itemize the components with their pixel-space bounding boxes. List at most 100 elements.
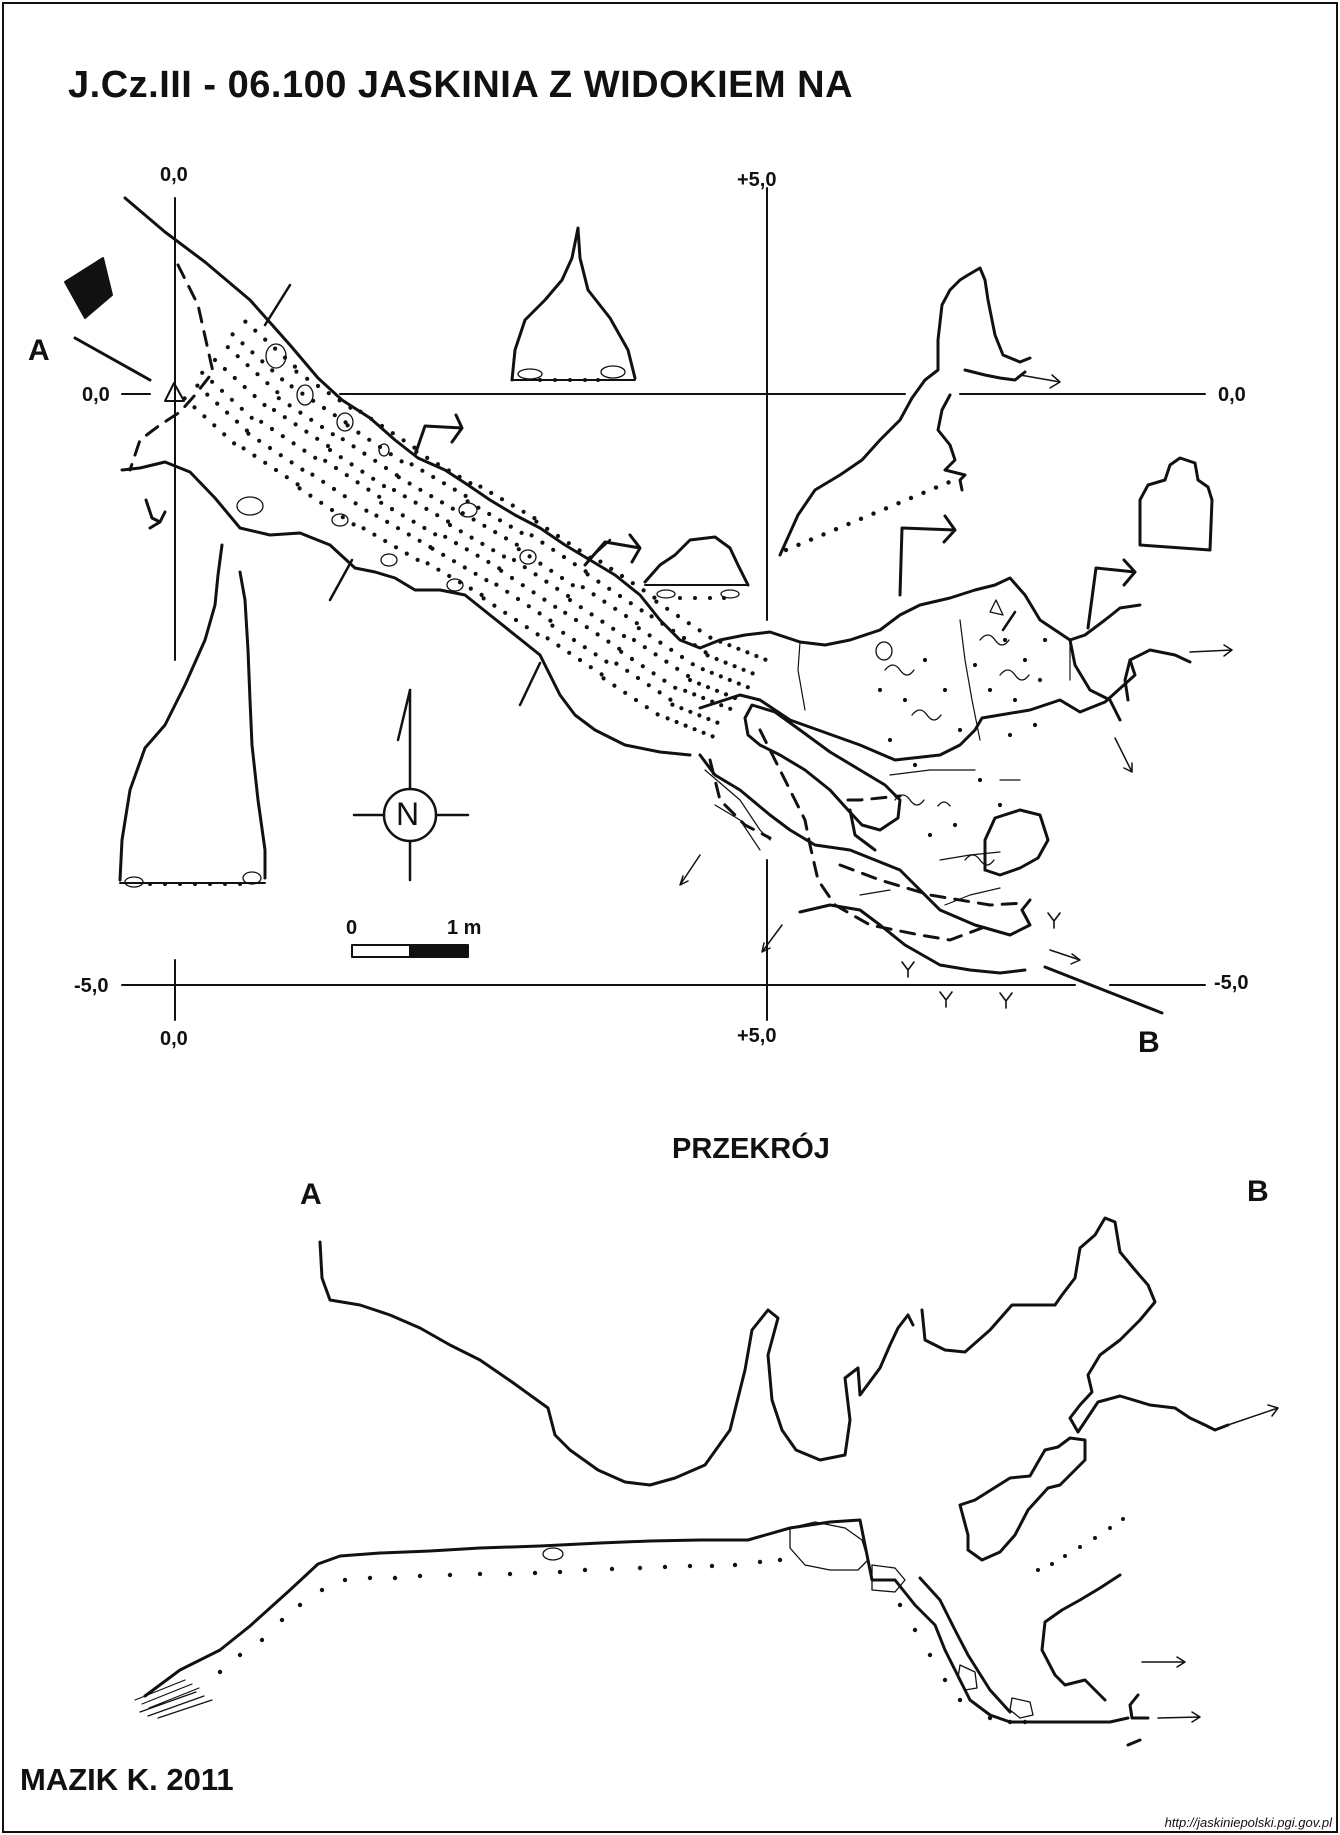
sediment-dot [897, 1602, 903, 1608]
sediment-dot [279, 1617, 285, 1623]
north-arrow-icon [352, 688, 470, 882]
sediment-dot [526, 604, 531, 609]
sediment-dot [745, 650, 750, 655]
sediment-dot [489, 490, 494, 495]
profile-outline [143, 1216, 1230, 1747]
sediment-dot [535, 632, 540, 637]
sediment-dot [494, 582, 499, 587]
sediment-dot [409, 462, 414, 467]
sediment-dot [464, 547, 469, 552]
sediment-dot [309, 417, 314, 422]
section-line-b [1043, 965, 1164, 1015]
sediment-dot [933, 485, 939, 490]
sediment-dot [262, 402, 267, 408]
sediment-dot [468, 481, 473, 486]
sediment-dot [392, 1575, 398, 1581]
sediment-dot [503, 536, 509, 541]
profile-thin-arrows [1141, 1404, 1279, 1723]
sediment-dot [617, 646, 622, 651]
sediment-dot [238, 882, 242, 886]
sediment-dot [580, 585, 585, 590]
sediment-dot [447, 522, 453, 528]
sediment-dot [611, 626, 616, 631]
sediment-dot [215, 401, 220, 406]
sediment-dot [377, 444, 383, 450]
grid-label-x-mid-bottom: +5,0 [737, 1025, 777, 1047]
sediment-dot [447, 573, 452, 579]
sediment-dot [957, 727, 963, 733]
sediment-dot [497, 518, 503, 523]
sediment-dot [602, 599, 607, 604]
flow-arrows [144, 413, 1137, 630]
sediment-dot [439, 500, 445, 505]
sediment-dot [300, 467, 305, 472]
sediment-dot [708, 596, 712, 600]
sediment-dot [846, 521, 851, 527]
sediment-dot [883, 506, 889, 511]
sediment-dot [877, 687, 883, 693]
sediment-dot [701, 730, 706, 735]
sediment-dot [585, 572, 590, 577]
sediment-dot [482, 523, 487, 528]
sediment-dot [588, 665, 593, 670]
sediment-dot [343, 420, 348, 425]
sediment-dot [348, 405, 353, 410]
sediment-dot [595, 632, 600, 637]
sediment-dot [332, 413, 337, 418]
sediment-dot [491, 548, 496, 553]
sediment-dot [235, 354, 240, 359]
sediment-dot [475, 553, 480, 558]
sediment-dot [222, 432, 227, 437]
sediment-dot [705, 653, 710, 658]
sediment-dot [257, 438, 262, 443]
sediment-dot [588, 555, 593, 560]
sediment-dot [260, 359, 265, 364]
sediment-dot [407, 481, 412, 486]
sediment-dot [284, 475, 289, 480]
sediment-dot [468, 586, 473, 591]
sediment-dot [745, 685, 750, 690]
sediment-dot [522, 565, 527, 570]
sediment-dot [557, 1569, 563, 1575]
sediment-dot [263, 460, 268, 465]
sediment-dot [625, 668, 630, 673]
sediment-dot [252, 453, 257, 458]
sediment-dot [750, 671, 755, 676]
sediment-dot [714, 656, 719, 662]
sediment-dot [208, 882, 212, 886]
sediment-dot [583, 378, 587, 382]
cave-plan-outline [120, 196, 1192, 975]
sediment-dot [922, 657, 928, 663]
sediment-dot [736, 646, 741, 651]
sediment-dot [342, 1577, 348, 1583]
sediment-dot [371, 476, 376, 481]
sediment-dot [821, 532, 826, 537]
sediment-dot [714, 688, 720, 693]
sediment-dot [741, 667, 746, 672]
sediment-dot [415, 557, 420, 563]
sediment-dot [653, 652, 658, 657]
sediment-dot [493, 530, 498, 535]
grid-label-x-left-top: 0,0 [160, 164, 188, 186]
sediment-dot [400, 513, 405, 518]
sediment-dot [212, 357, 218, 363]
sediment-dot [253, 328, 258, 333]
sediment-dot [640, 664, 645, 669]
sediment-dot [896, 501, 901, 506]
sediment-dot [457, 580, 463, 585]
sediment-dot [395, 526, 401, 531]
sediment-dot [302, 448, 307, 453]
sediment-dot [692, 727, 697, 732]
sediment-dot [364, 508, 369, 513]
sediment-dot [617, 593, 623, 599]
sediment-dot [422, 525, 427, 531]
sediment-dot [319, 424, 325, 430]
sediment-dot [1007, 1719, 1013, 1725]
sediment-dot [516, 547, 521, 552]
sediment-dot [383, 538, 388, 544]
sediment-dot [293, 422, 298, 427]
sediment-dot [225, 410, 230, 415]
sediment-dot [997, 802, 1003, 808]
sediment-dot [783, 547, 789, 553]
sediment-dot [696, 681, 702, 686]
